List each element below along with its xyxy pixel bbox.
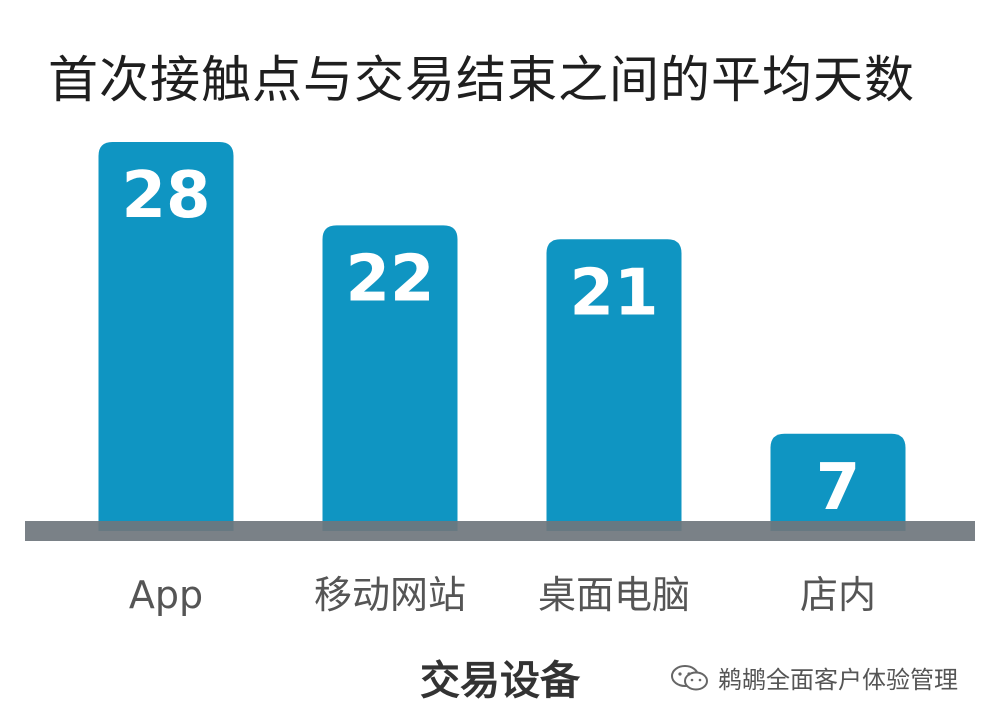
bar-value-label: 22: [345, 242, 434, 316]
bar-2: [322, 225, 458, 531]
x-tick-label: 店内: [800, 573, 876, 617]
x-tick-label: 移动网站: [314, 573, 466, 617]
watermark-text: 鹈鹕全面客户体验管理: [718, 666, 958, 694]
bar-value-label: 28: [121, 159, 210, 233]
x-tick-label: App: [129, 573, 203, 617]
bar-3: [546, 239, 682, 531]
bar-4: [770, 433, 906, 531]
bar-1: [98, 142, 234, 531]
bar-value-label: 21: [569, 256, 658, 330]
wechat-icon: [671, 664, 708, 690]
baseline: [25, 521, 975, 541]
watermark: 鹈鹕全面客户体验管理: [670, 660, 958, 695]
x-tick-label: 桌面电脑: [538, 573, 690, 617]
x-axis-label: 交易设备: [420, 658, 580, 704]
bar-value-label: 7: [816, 451, 861, 525]
chart-title: 首次接触点与交易结束之间的平均天数: [48, 51, 915, 109]
